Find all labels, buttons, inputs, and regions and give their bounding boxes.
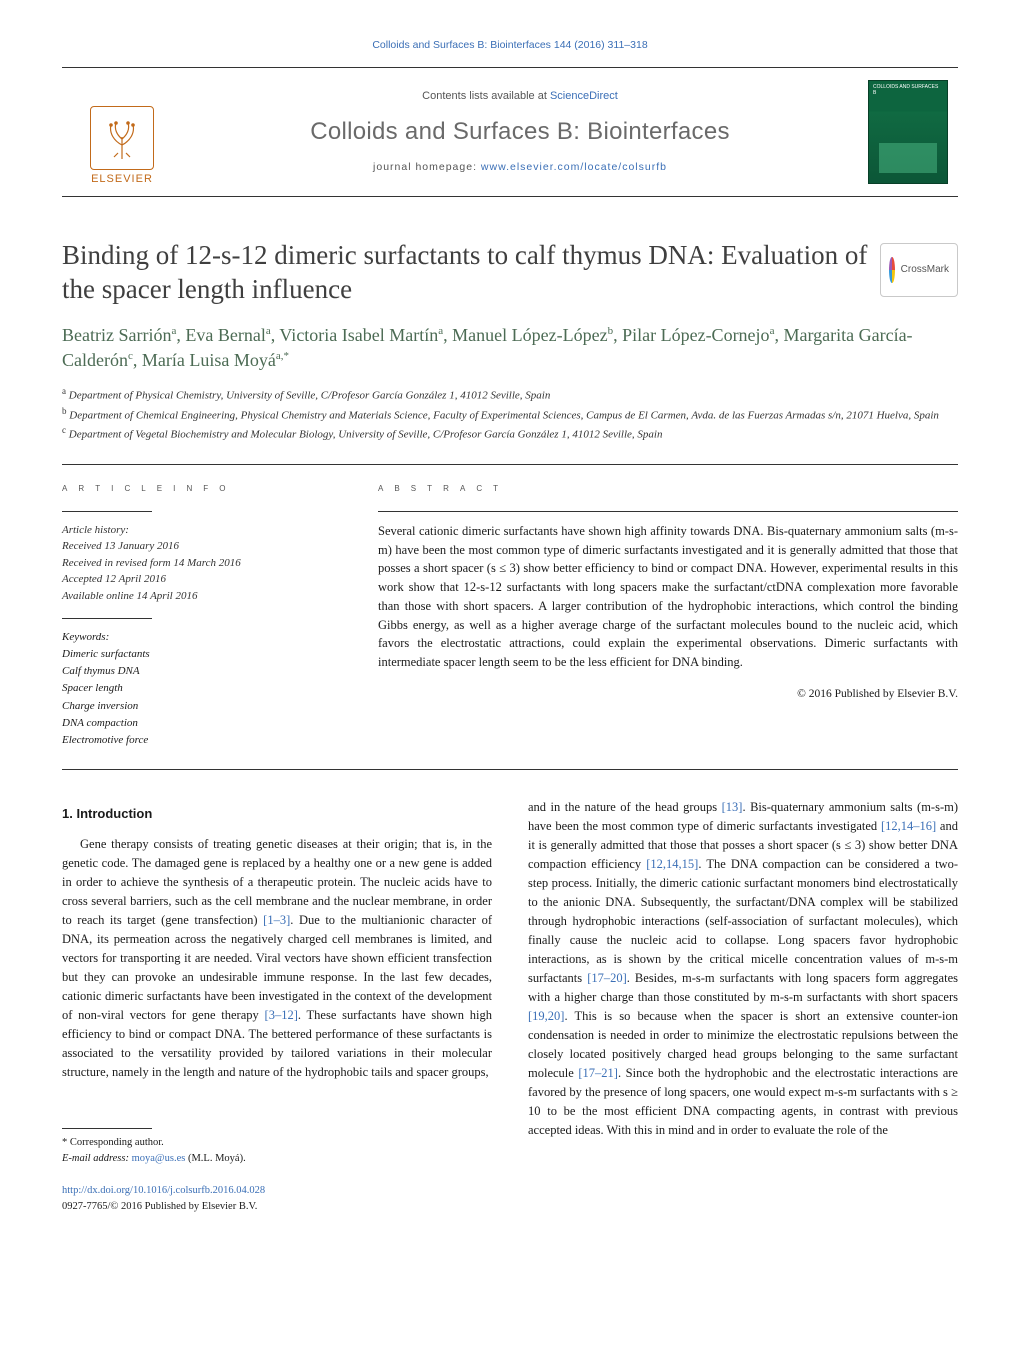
ref-link[interactable]: [13] <box>722 800 743 814</box>
title-text-wrap: Binding of 12-s-12 dimeric surfactants t… <box>62 239 880 307</box>
copyright-line: © 2016 Published by Elsevier B.V. <box>378 686 958 703</box>
abstract-label: a b s t r a c t <box>378 481 958 497</box>
body-col-right: and in the nature of the head groups [13… <box>528 798 958 1215</box>
journal-homepage-label: journal homepage: <box>373 161 481 173</box>
elsevier-wordmark: ELSEVIER <box>91 172 153 188</box>
contents-lists-prefix: Contents lists available at <box>422 90 550 102</box>
masthead-left: ELSEVIER <box>62 68 182 196</box>
journal-cover-thumb: COLLOIDS AND SURFACES B <box>868 80 948 184</box>
ref-link[interactable]: [1–3] <box>263 913 290 927</box>
elsevier-logo: ELSEVIER <box>90 106 154 196</box>
cover-title: COLLOIDS AND SURFACES B <box>869 81 947 100</box>
keyword-item: Charge inversion <box>62 698 342 715</box>
citation-line: Colloids and Surfaces B: Biointerfaces 1… <box>62 38 958 53</box>
body-right-para: and in the nature of the head groups [13… <box>528 798 958 1140</box>
masthead: ELSEVIER Contents lists available at Sci… <box>62 67 958 197</box>
cover-band <box>879 143 937 173</box>
citation-link[interactable]: Colloids and Surfaces B: Biointerfaces 1… <box>372 39 647 51</box>
masthead-center: Contents lists available at ScienceDirec… <box>182 68 858 196</box>
corresponding-email-link[interactable]: moya@us.es <box>132 1153 186 1164</box>
ref-link[interactable]: [17–20] <box>587 971 627 985</box>
title-block: Binding of 12-s-12 dimeric surfactants t… <box>62 239 958 307</box>
rule-short-1 <box>62 511 152 512</box>
keywords-head: Keywords: <box>62 629 342 646</box>
crossmark-label: CrossMark <box>901 263 949 278</box>
masthead-right: COLLOIDS AND SURFACES B <box>858 68 958 196</box>
abstract-text: Several cationic dimeric surfactants hav… <box>378 522 958 672</box>
rule-upper <box>62 464 958 465</box>
keyword-item: Dimeric surfactants <box>62 646 342 663</box>
body-col-left: 1. Introduction Gene therapy consists of… <box>62 798 492 1215</box>
email-label: E-mail address: <box>62 1153 132 1164</box>
history-accepted: Accepted 12 April 2016 <box>62 571 342 588</box>
rule-lower <box>62 769 958 770</box>
journal-homepage-link[interactable]: www.elsevier.com/locate/colsurfb <box>481 161 667 173</box>
article-history: Article history: Received 13 January 201… <box>62 522 342 605</box>
history-revised: Received in revised form 14 March 2016 <box>62 555 342 572</box>
rule-short-2 <box>62 618 152 619</box>
affiliation: c Department of Vegetal Biochemistry and… <box>62 424 958 444</box>
contents-lists-line: Contents lists available at ScienceDirec… <box>422 89 618 105</box>
crossmark-icon <box>889 257 895 283</box>
footnote-rule <box>62 1128 152 1129</box>
keyword-item: Electromotive force <box>62 732 342 749</box>
email-line: E-mail address: moya@us.es (M.L. Moyá). <box>62 1151 492 1167</box>
article-info-label: a r t i c l e i n f o <box>62 481 342 497</box>
body-columns: 1. Introduction Gene therapy consists of… <box>62 798 958 1215</box>
history-head: Article history: <box>62 522 342 539</box>
doi-link[interactable]: http://dx.doi.org/10.1016/j.colsurfb.201… <box>62 1185 265 1196</box>
journal-homepage-line: journal homepage: www.elsevier.com/locat… <box>373 160 667 175</box>
affiliations: a Department of Physical Chemistry, Univ… <box>62 385 958 444</box>
sciencedirect-link[interactable]: ScienceDirect <box>550 90 618 102</box>
keyword-item: Spacer length <box>62 680 342 697</box>
journal-name: Colloids and Surfaces B: Biointerfaces <box>310 115 730 150</box>
article-info-col: a r t i c l e i n f o Article history: R… <box>62 481 342 749</box>
paper-page: Colloids and Surfaces B: Biointerfaces 1… <box>0 0 1020 1254</box>
elsevier-tree-icon <box>90 106 154 170</box>
ref-link[interactable]: [12,14–16] <box>881 819 936 833</box>
ref-link[interactable]: [12,14,15] <box>646 857 698 871</box>
email-paren: (M.L. Moyá). <box>185 1153 245 1164</box>
crossmark-badge[interactable]: CrossMark <box>880 243 958 297</box>
issn-copyright: 0927-7765/© 2016 Published by Elsevier B… <box>62 1199 492 1215</box>
keywords-block: Keywords: Dimeric surfactantsCalf thymus… <box>62 629 342 748</box>
ref-link[interactable]: [3–12] <box>265 1008 298 1022</box>
bottom-block: http://dx.doi.org/10.1016/j.colsurfb.201… <box>62 1183 492 1215</box>
affiliation: b Department of Chemical Engineering, Ph… <box>62 405 958 425</box>
affiliation: a Department of Physical Chemistry, Univ… <box>62 385 958 405</box>
ref-link[interactable]: [19,20] <box>528 1009 564 1023</box>
rule-abstract-top <box>378 511 958 512</box>
section-1-heading: 1. Introduction <box>62 804 492 824</box>
history-received: Received 13 January 2016 <box>62 538 342 555</box>
footnotes: * Corresponding author. E-mail address: … <box>62 1135 492 1167</box>
paper-title: Binding of 12-s-12 dimeric surfactants t… <box>62 239 880 307</box>
info-abstract-row: a r t i c l e i n f o Article history: R… <box>62 481 958 749</box>
corresponding-author: * Corresponding author. <box>62 1135 492 1151</box>
ref-link[interactable]: [17–21] <box>578 1066 618 1080</box>
body-left-para: Gene therapy consists of treating geneti… <box>62 835 492 1082</box>
history-online: Available online 14 April 2016 <box>62 588 342 605</box>
keyword-item: Calf thymus DNA <box>62 663 342 680</box>
keywords-list: Dimeric surfactantsCalf thymus DNASpacer… <box>62 646 342 748</box>
abstract-col: a b s t r a c t Several cationic dimeric… <box>378 481 958 749</box>
authors-line: Beatriz Sarrióna, Eva Bernala, Victoria … <box>62 323 958 373</box>
keyword-item: DNA compaction <box>62 715 342 732</box>
